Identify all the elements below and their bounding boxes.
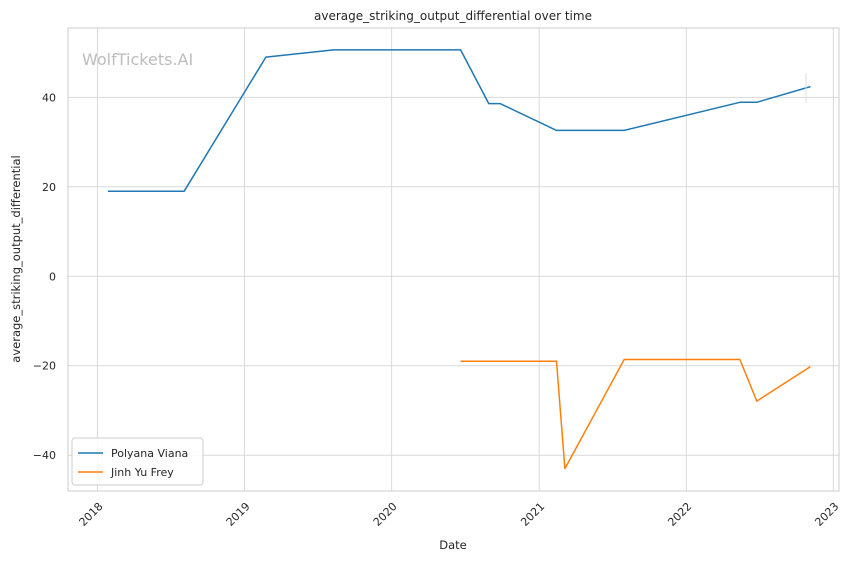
- y-axis-title: average_striking_output_differential: [9, 155, 23, 362]
- x-tick-label: 2021: [518, 500, 547, 529]
- series-layer: [107, 49, 811, 470]
- y-axis-ticks: −40 −20 0 20 40: [33, 91, 56, 462]
- series-line-polyana-viana: [107, 49, 811, 193]
- x-tick-label: 2019: [224, 500, 253, 529]
- y-tick-label: 0: [49, 270, 56, 283]
- y-tick-label: 20: [42, 181, 56, 194]
- series-line-jinh-yu-frey: [460, 358, 811, 470]
- legend: Polyana Viana Jinh Yu Frey: [71, 437, 204, 486]
- legend-label-polyana-viana: Polyana Viana: [111, 447, 188, 460]
- x-tick-label: 2020: [371, 500, 400, 529]
- x-tick-label: 2022: [665, 500, 694, 529]
- x-axis-title: Date: [439, 538, 467, 552]
- x-tick-label: 2018: [77, 500, 106, 529]
- watermark: WolfTickets.AI: [82, 50, 193, 69]
- plot-frame: [67, 27, 840, 492]
- y-tick-label: −40: [33, 449, 56, 462]
- legend-box: [71, 437, 204, 486]
- x-tick-label: 2023: [812, 500, 841, 529]
- y-tick-label: −20: [33, 360, 56, 373]
- grid: [68, 28, 839, 491]
- plot-background: [68, 28, 839, 491]
- x-axis-ticks: 2018 2019 2020 2021 2022 2023: [77, 500, 842, 529]
- legend-label-jinh-yu-frey: Jinh Yu Frey: [110, 466, 174, 479]
- y-tick-label: 40: [42, 91, 56, 104]
- chart-title: average_striking_output_differential ove…: [314, 9, 592, 23]
